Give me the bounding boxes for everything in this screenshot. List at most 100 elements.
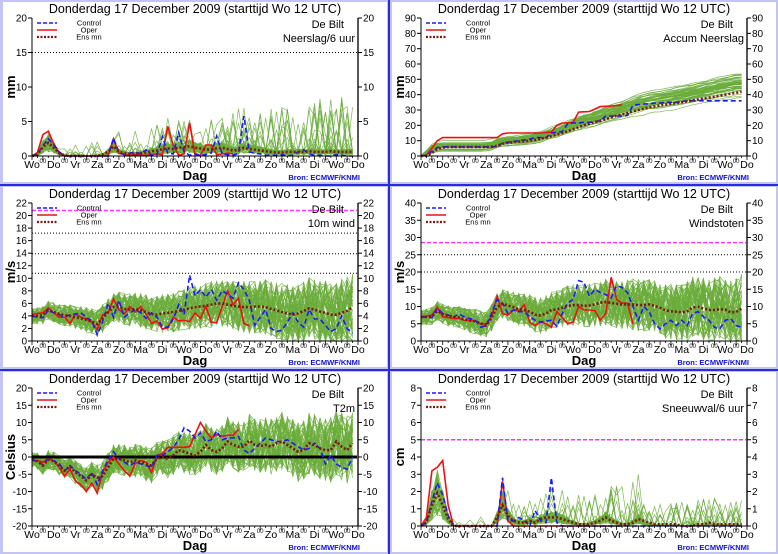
x-day-label: Di (699, 159, 709, 171)
x-midnight-marker: 00 (429, 529, 436, 535)
y-tick-label-left: 5 (410, 319, 416, 330)
x-midnight-marker: 00 (689, 344, 696, 350)
x-midnight-marker: 00 (559, 529, 566, 535)
y-tick-label-left: 6 (21, 299, 27, 310)
x-midnight-marker: 00 (472, 344, 479, 350)
x-day-label: Za (632, 159, 644, 171)
y-tick-label-left: 20 (405, 268, 417, 279)
x-day-label: Wo (176, 529, 192, 541)
x-day-label: Do (436, 344, 450, 356)
chart-snowfall-6h: Donderdag 17 December 2009 (starttijd Wo… (392, 372, 758, 553)
ensemble-member-line (420, 470, 742, 527)
x-day-label: Vr (70, 159, 81, 171)
x-midnight-marker: 00 (257, 529, 264, 535)
x-midnight-marker: 00 (602, 159, 609, 165)
y-tick-label-left: 90 (405, 14, 417, 25)
y-tick-label-right: 15 (363, 401, 375, 412)
y-axis-label: m/s (392, 261, 407, 283)
ensemble-member-line (31, 416, 353, 485)
x-day-label: Do (199, 344, 213, 356)
series-ens-mn (421, 300, 743, 328)
x-midnight-marker: 00 (344, 344, 351, 350)
x-day-label: Do (199, 529, 213, 541)
legend-label: Ens mn (76, 218, 101, 227)
x-midnight-marker: 00 (624, 529, 631, 535)
ensemble-member-line (31, 414, 353, 482)
panel-accum-precip: Donderdag 17 December 2009 (starttijd Wo… (392, 2, 776, 183)
x-day-label: Zo (265, 529, 277, 541)
x-day-label: Ma (286, 159, 301, 171)
ensemble-member-line (420, 480, 742, 527)
y-tick-label-left: 20 (16, 211, 28, 222)
x-day-label: Do (588, 159, 602, 171)
x-midnight-marker: 00 (450, 529, 457, 535)
x-day-label: Zo (265, 159, 277, 171)
y-tick-label-right: 15 (363, 48, 375, 59)
y-tick-label-right: 60 (752, 60, 764, 71)
y-tick-label-left: 40 (405, 90, 417, 101)
y-tick-label-right: 10 (363, 418, 375, 429)
x-midnight-marker: 00 (646, 159, 653, 165)
ensemble-member-line (31, 280, 353, 342)
x-day-label: Vr (223, 529, 234, 541)
y-tick-label-right: 20 (752, 268, 764, 279)
panel-t2m: Donderdag 17 December 2009 (starttijd Wo… (3, 372, 387, 553)
y-tick-label-right: -5 (363, 470, 372, 481)
y-tick-label-left: 7 (410, 401, 416, 412)
chart-title: Donderdag 17 December 2009 (starttijd Wo… (49, 187, 341, 201)
y-tick-label-right: 40 (752, 199, 764, 210)
variable-label: Windstoten (689, 218, 744, 230)
chart-t2m: Donderdag 17 December 2009 (starttijd Wo… (3, 372, 378, 553)
x-day-label: Wo (717, 529, 733, 541)
ensemble-member-line (420, 77, 742, 157)
y-tick-label-right: 70 (752, 44, 764, 55)
station-label: De Bilt (701, 204, 733, 216)
x-midnight-marker: 00 (581, 529, 588, 535)
y-tick-label-left: 6 (410, 418, 416, 429)
x-midnight-marker: 00 (61, 344, 68, 350)
y-tick-label-right: 10 (363, 274, 375, 285)
station-label: De Bilt (701, 389, 733, 401)
y-tick-label-right: 10 (752, 302, 764, 313)
ensemble-member-line (420, 483, 742, 527)
y-tick-label-left: 10 (405, 136, 417, 147)
ensemble-member-line (420, 276, 742, 339)
y-tick-label-right: 0 (752, 152, 758, 163)
y-axis-label: mm (392, 75, 407, 98)
y-tick-label-right: -20 (363, 522, 378, 533)
variable-label: Accum Neerslag (663, 33, 744, 45)
x-day-label: Ma (675, 159, 690, 171)
x-midnight-marker: 00 (581, 159, 588, 165)
y-tick-label-left: 10 (16, 274, 28, 285)
x-midnight-marker: 00 (105, 159, 112, 165)
x-day-label: Vr (70, 529, 81, 541)
x-midnight-marker: 00 (40, 529, 47, 535)
ensemble-member-line (420, 470, 742, 527)
x-axis-label: Dag (183, 538, 208, 553)
x-midnight-marker: 00 (668, 344, 675, 350)
x-midnight-marker: 00 (494, 159, 501, 165)
y-tick-label-right: 0 (363, 337, 369, 348)
legend-label: Oper (470, 26, 487, 35)
ensemble-member-line (420, 482, 742, 527)
y-tick-label-left: 5 (410, 435, 416, 446)
chart-precip-6h: Donderdag 17 December 2009 (starttijd Wo… (3, 2, 375, 183)
y-tick-label-left: 60 (405, 60, 417, 71)
y-tick-label-right: 0 (363, 453, 369, 464)
x-midnight-marker: 00 (733, 529, 740, 535)
x-day-label: Di (699, 529, 709, 541)
x-day-label: Wo (413, 529, 429, 541)
chart-title: Donderdag 17 December 2009 (starttijd Wo… (49, 2, 341, 16)
x-midnight-marker: 00 (192, 344, 199, 350)
ensemble-member-line (31, 277, 353, 342)
x-axis-label: Dag (572, 353, 597, 368)
x-day-label: Wo (413, 344, 429, 356)
ensemble-member-line (420, 94, 742, 156)
x-midnight-marker: 00 (126, 344, 133, 350)
ensemble-member-line (420, 73, 742, 156)
x-midnight-marker: 00 (170, 529, 177, 535)
y-tick-label-left: 15 (405, 285, 417, 296)
x-day-label: Do (351, 159, 365, 171)
x-midnight-marker: 00 (537, 344, 544, 350)
